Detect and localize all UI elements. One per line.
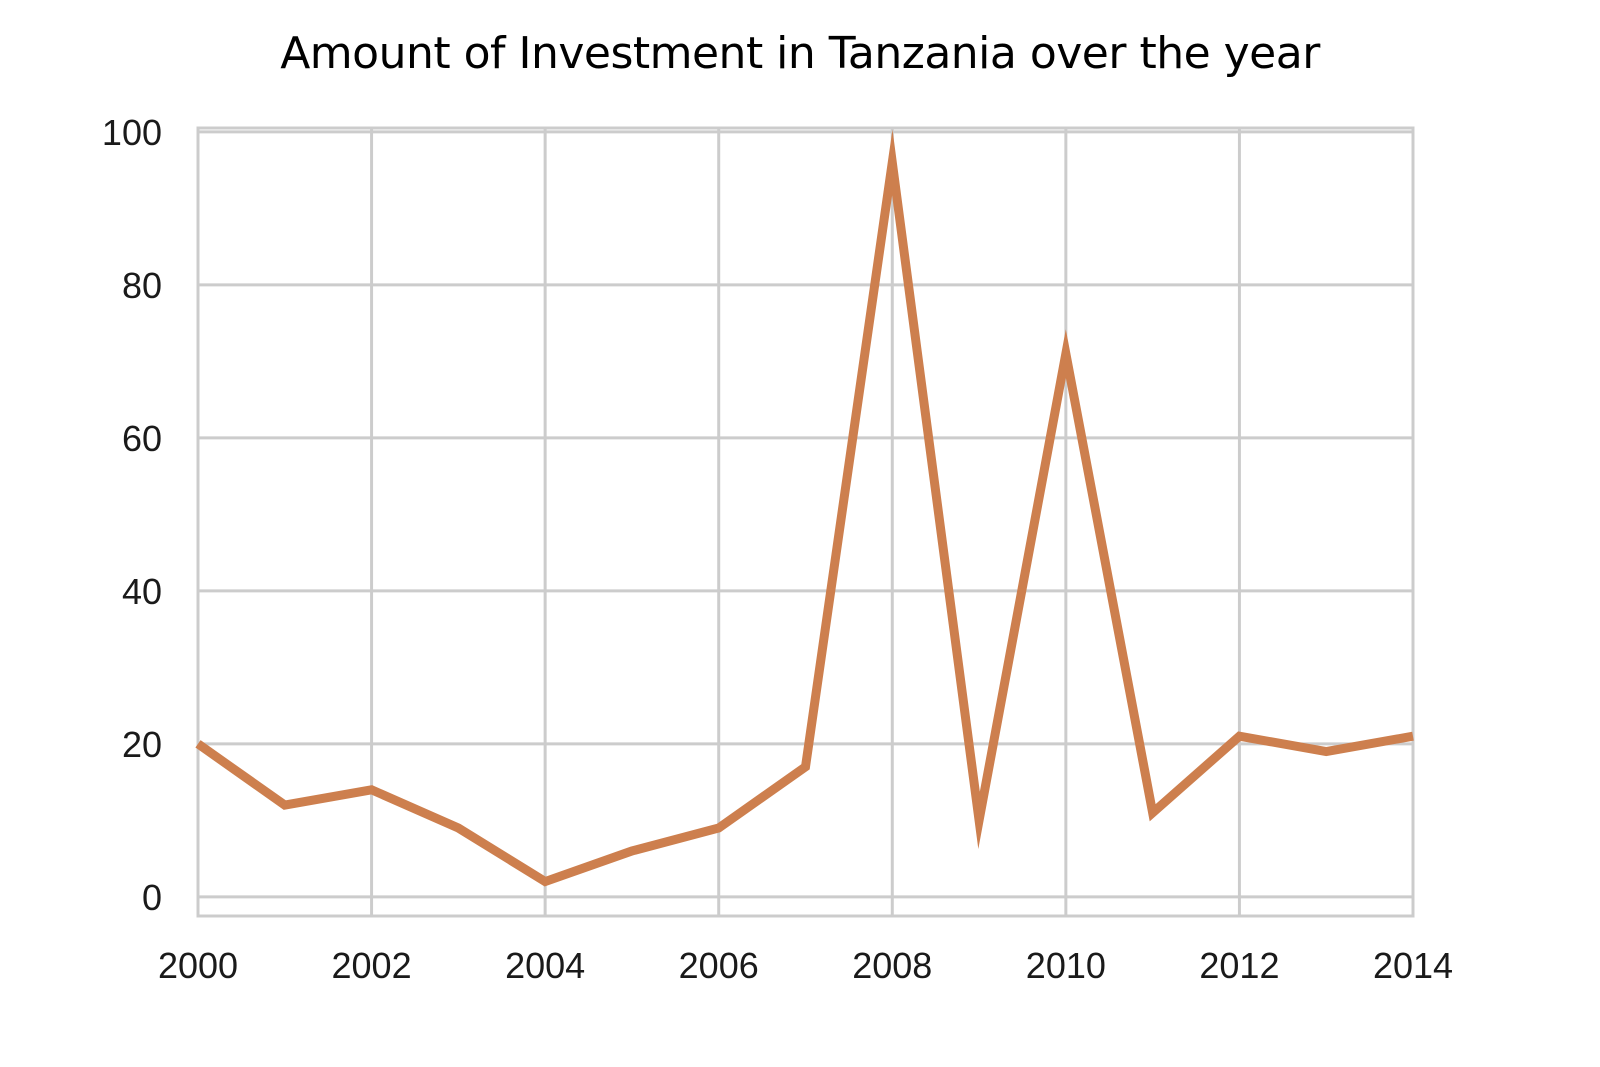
x-tick-label: 2008 [852,945,932,986]
x-tick-label: 2014 [1373,945,1453,986]
x-tick-label: 2010 [1026,945,1106,986]
y-tick-label: 100 [102,112,162,153]
x-tick-label: 2004 [505,945,585,986]
x-tick-label: 2002 [332,945,412,986]
x-tick-label: 2006 [679,945,759,986]
chart-title: Amount of Investment in Tanzania over th… [280,28,1320,79]
y-tick-label: 80 [122,265,162,306]
y-tick-label: 40 [122,571,162,612]
series-line [195,129,1414,887]
x-tick-label: 2000 [158,945,238,986]
x-tick-label: 2012 [1199,945,1279,986]
y-tick-label: 0 [142,877,162,918]
plot-frame [196,126,1415,918]
y-tick-label: 60 [122,418,162,459]
y-tick-label: 20 [122,724,162,765]
